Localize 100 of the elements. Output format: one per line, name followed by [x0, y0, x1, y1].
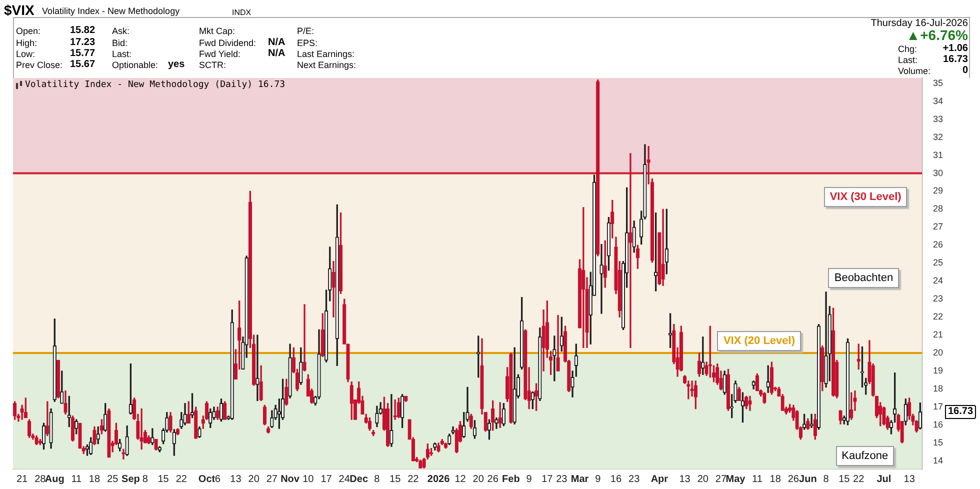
- text: Chg: +1.06: [898, 43, 968, 54]
- candlestick: [85, 444, 90, 456]
- candlestick: [632, 220, 636, 253]
- y-tick-label: 14: [932, 455, 944, 466]
- candlestick: [342, 298, 346, 344]
- text: 16.73: [942, 54, 968, 66]
- text: ▲+6.76%: [906, 27, 968, 43]
- x-tick-label: 20: [472, 474, 484, 485]
- text: EPS:: [297, 37, 318, 49]
- candlestick: [284, 378, 288, 406]
- candlestick: [600, 244, 604, 314]
- x-tick-label: 25: [107, 474, 119, 485]
- candlestick: [42, 422, 46, 450]
- x-tick-label: 26: [788, 474, 800, 485]
- x-tick-label: 22: [176, 474, 188, 485]
- candlestick: [122, 448, 126, 460]
- y-tick-label: 20: [932, 348, 944, 358]
- x-tick-label: 18: [770, 474, 782, 485]
- x-tick-label: 20: [248, 474, 260, 485]
- text: High: 17.23: [16, 37, 96, 48]
- candlestick: [368, 417, 372, 431]
- candlestick: [806, 418, 810, 430]
- y-tick-label: 21: [932, 330, 944, 340]
- text: Open: 15.82: [16, 25, 96, 36]
- candlestick: [512, 347, 516, 424]
- candlestick: [690, 380, 694, 397]
- candlestick: [70, 416, 75, 442]
- y-tick-label: 35: [932, 78, 944, 88]
- chart-subtitle: Volatility Index - New Methodology: [42, 5, 180, 17]
- x-tick-label: 12: [454, 474, 466, 485]
- candlestick: [216, 406, 220, 420]
- candlestick: [302, 304, 306, 372]
- candlestick: [375, 406, 379, 428]
- x-tick-label: 15: [390, 474, 402, 485]
- chart-title: $VIX: [4, 2, 34, 18]
- y-tick-label: 28: [932, 204, 944, 214]
- x-tick-label: Aug: [44, 474, 64, 485]
- x-tick-label: 22: [408, 474, 420, 485]
- text: P/E:: [297, 25, 314, 37]
- text: Optionable: yes: [112, 59, 185, 71]
- candlestick: [190, 393, 194, 418]
- ref-line-label: VIX (20 Level): [717, 331, 801, 352]
- x-tick-label: 2026: [427, 474, 450, 485]
- candlestick: [320, 313, 324, 357]
- candlestick: [846, 338, 850, 426]
- x-tick-label: 20: [697, 474, 709, 485]
- x-tick-label: Jul: [876, 474, 892, 485]
- candlestick: [766, 365, 770, 393]
- x-tick-label: 13: [904, 474, 916, 485]
- x-tick-label: 8: [142, 474, 148, 485]
- candlestick: [266, 426, 270, 434]
- x-tick-label: Feb: [502, 474, 520, 485]
- text: Next Earnings:: [297, 59, 356, 71]
- candlestick: [722, 370, 726, 395]
- x-tick-label: May: [726, 474, 746, 485]
- candlestick: [816, 324, 821, 430]
- x-tick-label: 23: [556, 474, 568, 485]
- candlestick: [46, 401, 50, 436]
- x-tick-label: 15: [158, 474, 170, 485]
- y-tick-label: 25: [932, 258, 944, 268]
- candlestick: [56, 360, 60, 398]
- text: Mkt Cap:: [199, 25, 236, 37]
- y-tick-label: 19: [932, 366, 944, 376]
- candlestick: [628, 153, 632, 348]
- y-tick-label: 29: [932, 186, 944, 196]
- candlestick: [520, 296, 524, 370]
- x-tick-label: 27: [715, 474, 727, 485]
- candlestick: [762, 392, 766, 404]
- candlestick: [27, 419, 32, 438]
- x-tick-label: 8: [374, 474, 380, 485]
- candlestick: [89, 437, 93, 455]
- candlestick: [38, 439, 42, 446]
- y-tick-label: 15: [932, 437, 944, 448]
- candlestick: [140, 408, 144, 450]
- candlestick: [150, 428, 154, 446]
- candlestick: [582, 207, 586, 348]
- candlestick: [418, 460, 422, 468]
- candlestick: [390, 394, 394, 447]
- x-tick-label: 28: [34, 474, 46, 485]
- candlestick: [444, 442, 448, 449]
- candlestick: [13, 401, 17, 420]
- x-tick-label: Nov: [280, 474, 300, 485]
- candlestick: [168, 412, 172, 432]
- candlestick: [396, 398, 401, 418]
- candlestick: [346, 344, 350, 382]
- x-tick-label: 11: [752, 474, 763, 485]
- candlestick: [230, 310, 234, 420]
- candlestick: [404, 396, 408, 402]
- text: 16.73: [948, 406, 974, 417]
- candlestick: [372, 430, 376, 436]
- x-tick-label: Jun: [799, 474, 817, 485]
- candlestick: [219, 398, 224, 422]
- text: Last:: [112, 49, 132, 59]
- annotation: Kaufzone: [836, 446, 894, 466]
- candlestick: [277, 398, 282, 429]
- y-tick-label: 30: [932, 168, 944, 178]
- candlestick: [748, 396, 752, 411]
- x-tick-label: Apr: [650, 474, 668, 485]
- y-tick-label: 31: [932, 150, 944, 160]
- x-tick-label: 6: [214, 474, 221, 485]
